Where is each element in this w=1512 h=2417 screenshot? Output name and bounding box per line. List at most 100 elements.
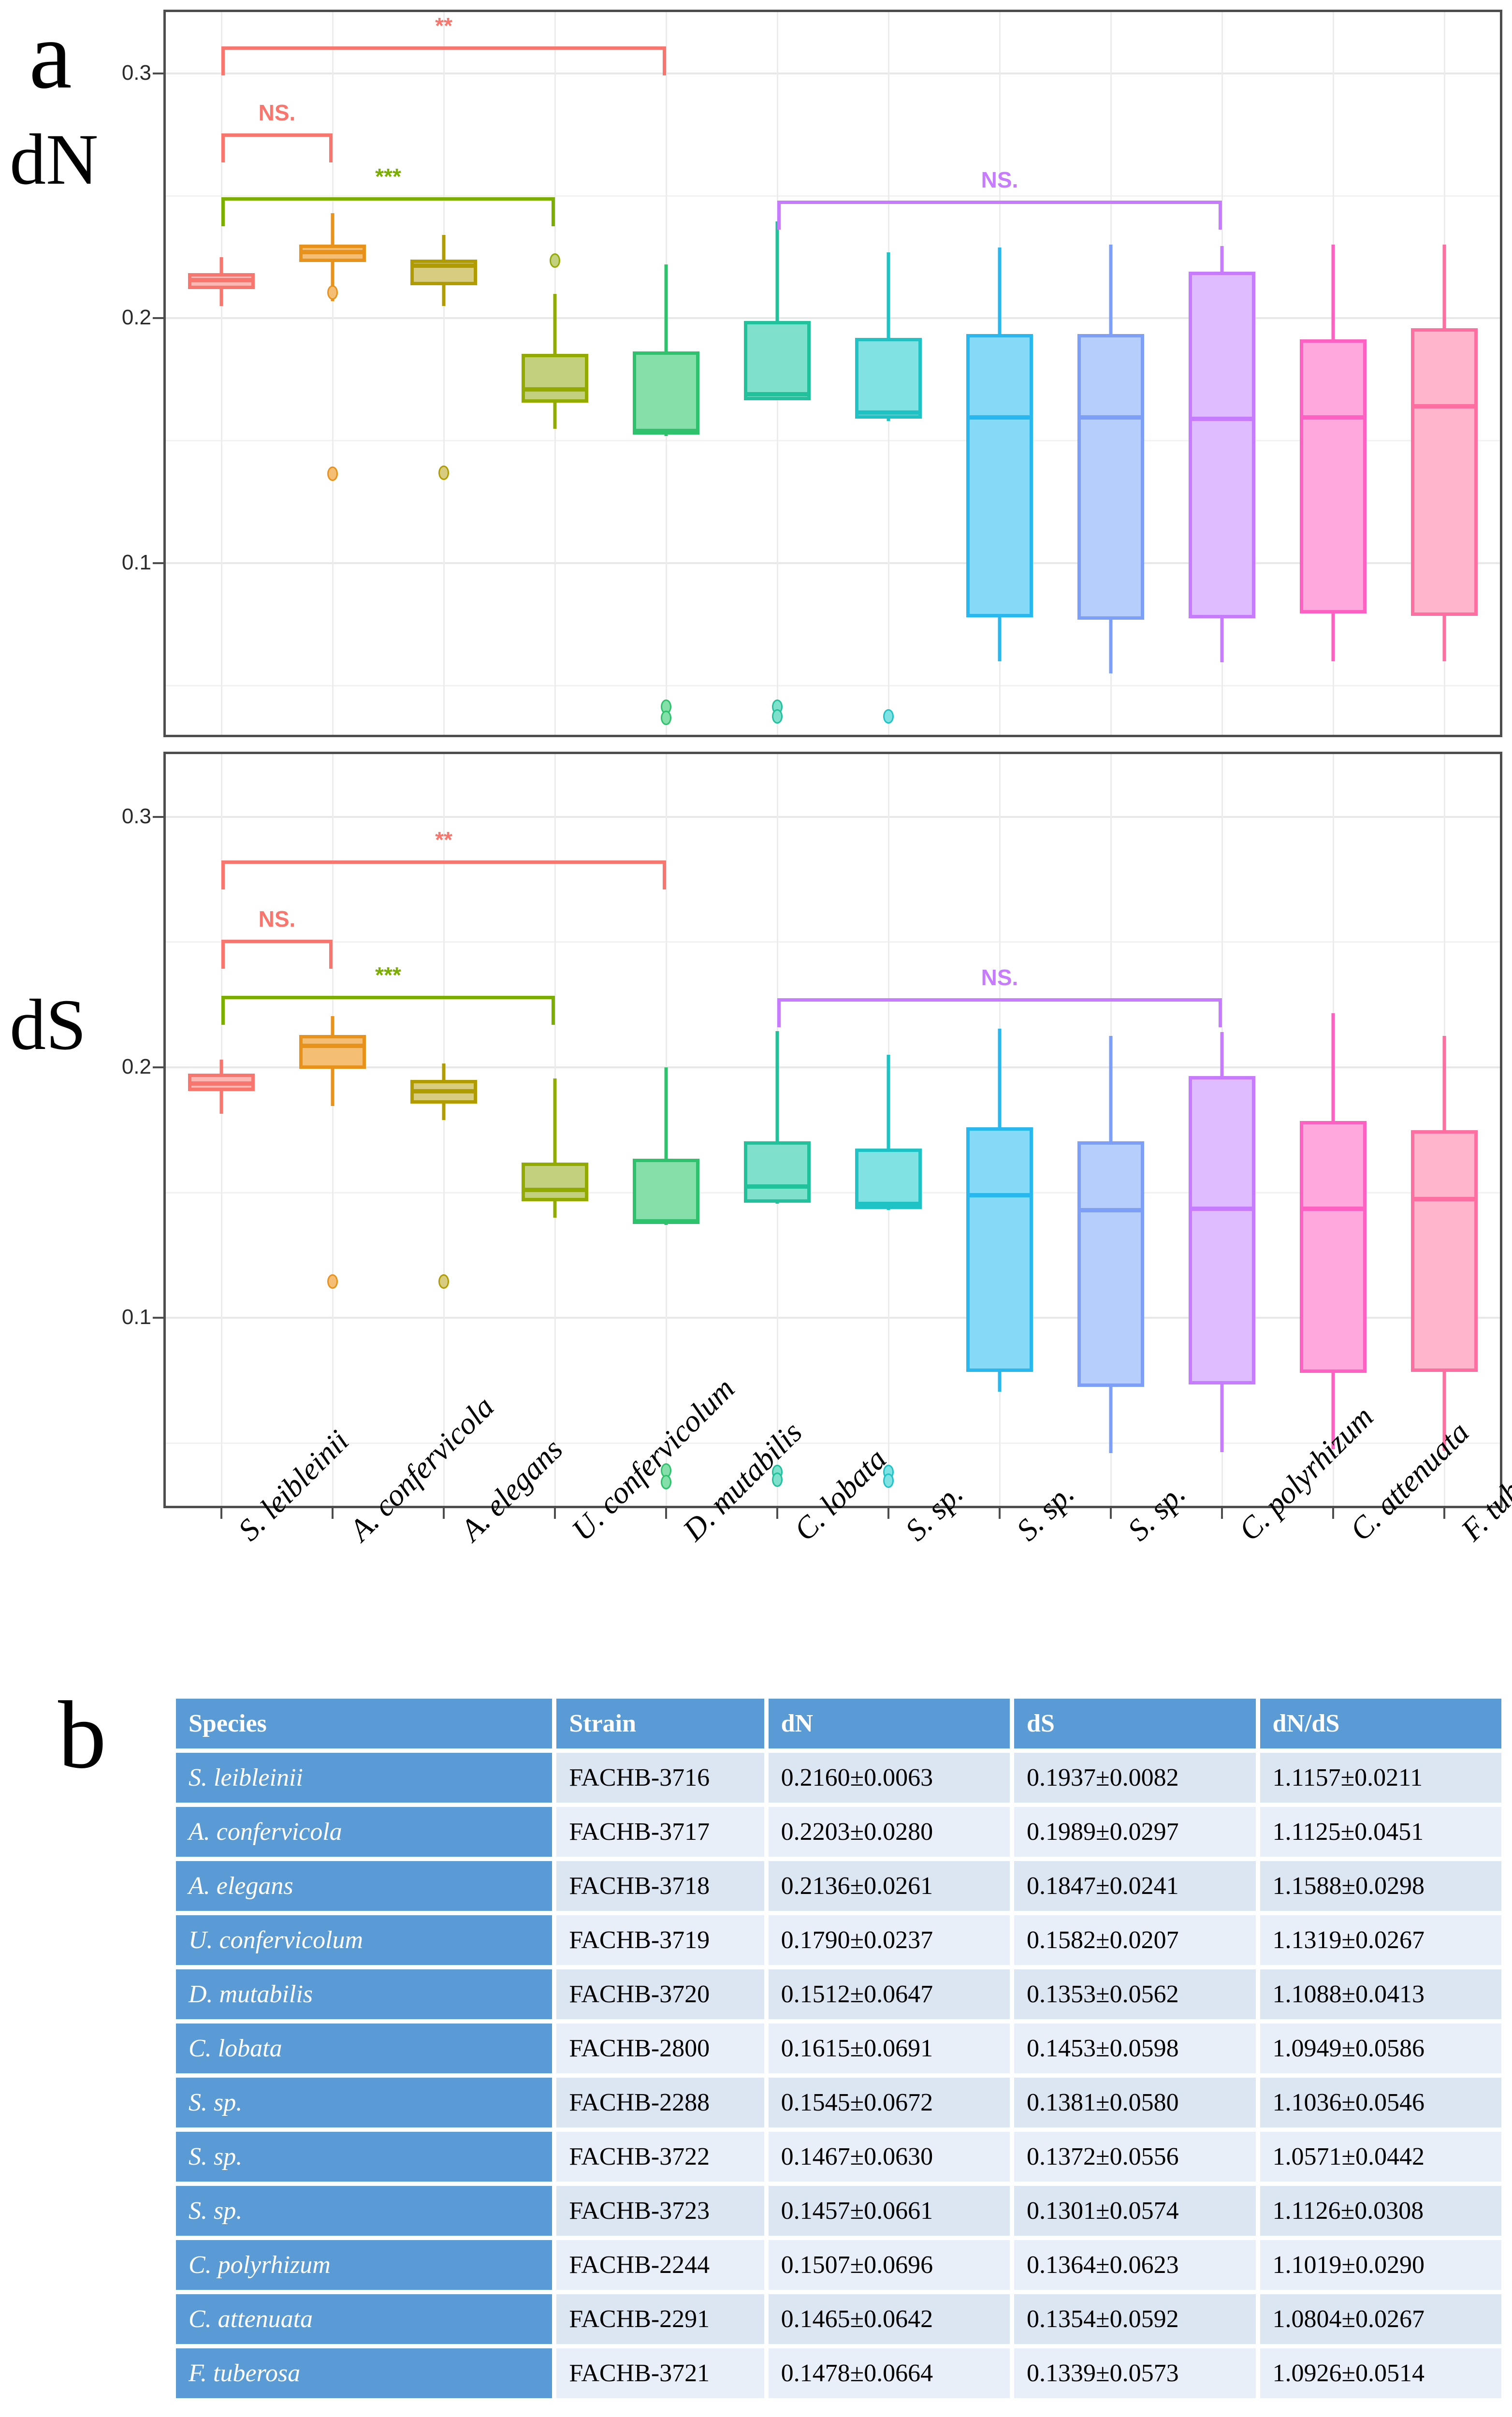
boxplot-median bbox=[966, 1193, 1033, 1197]
y-tick-mark bbox=[153, 815, 163, 818]
cell-ds: 0.1372±0.0556 bbox=[1014, 2132, 1256, 2182]
gridline-minor bbox=[166, 1192, 1500, 1194]
cell-dn: 0.2203±0.0280 bbox=[768, 1807, 1010, 1857]
boxplot-outlier bbox=[327, 1274, 338, 1289]
cell-dnds: 1.0571±0.0442 bbox=[1260, 2132, 1501, 2182]
cell-strain: FACHB-3719 bbox=[556, 1915, 764, 1965]
x-tick-mark bbox=[1110, 1508, 1112, 1519]
dn-ds-table: Species Strain dN dS dN/dS S. leibleinii… bbox=[172, 1694, 1506, 2402]
col-header-dnds: dN/dS bbox=[1260, 1699, 1501, 1748]
boxplot-median bbox=[299, 1044, 366, 1048]
bracket-right-tick bbox=[552, 197, 555, 226]
table-row: C. polyrhizum FACHB-2244 0.1507±0.0696 0.13… bbox=[176, 2240, 1501, 2290]
boxplot-outlier bbox=[883, 1473, 894, 1488]
cell-species: C. lobata bbox=[176, 2024, 552, 2073]
cell-strain: FACHB-2800 bbox=[556, 2024, 764, 2073]
cell-ds: 0.1353±0.0562 bbox=[1014, 1969, 1256, 2019]
bracket-top-line bbox=[221, 133, 333, 137]
cell-dnds: 1.1126±0.0308 bbox=[1260, 2186, 1501, 2236]
col-header-dn: dN bbox=[768, 1699, 1010, 1748]
boxplot-outlier bbox=[327, 285, 338, 300]
significance-label: ** bbox=[435, 827, 452, 853]
boxplot-group bbox=[166, 12, 1500, 735]
boxplot-whisker bbox=[775, 1031, 779, 1204]
bracket-left-tick bbox=[221, 197, 225, 226]
x-axis-tick-label: A. elegans bbox=[453, 1432, 569, 1548]
cell-strain: FACHB-3723 bbox=[556, 2186, 764, 2236]
boxplot-box bbox=[1077, 334, 1144, 620]
boxplot-group bbox=[166, 12, 1500, 735]
cell-species: S. sp. bbox=[176, 2078, 552, 2127]
boxplot-box bbox=[855, 338, 922, 419]
significance-bracket bbox=[221, 860, 666, 890]
table-row: C. lobata FACHB-2800 0.1615±0.0691 0.1453±0… bbox=[176, 2024, 1501, 2073]
significance-label: NS. bbox=[981, 965, 1018, 990]
cell-species: S. sp. bbox=[176, 2186, 552, 2236]
cell-dnds: 1.1036±0.0546 bbox=[1260, 2078, 1501, 2127]
cell-species: A. elegans bbox=[176, 1861, 552, 1911]
bracket-left-tick bbox=[221, 939, 225, 969]
boxplot-box bbox=[966, 334, 1033, 617]
y-tick-mark bbox=[153, 1066, 163, 1068]
bracket-top-line bbox=[221, 939, 333, 943]
cell-dnds: 1.1319±0.0267 bbox=[1260, 1915, 1501, 1965]
table-row: S. sp. FACHB-3722 0.1467±0.0630 0.1372±0.05… bbox=[176, 2132, 1501, 2182]
boxplot-box bbox=[299, 1034, 366, 1069]
boxplot-group bbox=[166, 12, 1500, 735]
boxplot-median bbox=[522, 387, 588, 392]
boxplot-group bbox=[166, 754, 1500, 1506]
x-axis-tick-label: F. tuberosa bbox=[1454, 1426, 1512, 1547]
cell-dnds: 1.0926±0.0514 bbox=[1260, 2348, 1501, 2398]
x-axis-tick-label: S. sp. bbox=[898, 1476, 970, 1547]
panel-label-b: b bbox=[58, 1682, 106, 1789]
table-row: S. leibleinii FACHB-3716 0.2160±0.0063 0.19… bbox=[176, 1753, 1501, 1803]
y-tick-mark bbox=[153, 562, 163, 565]
boxplot-group bbox=[166, 754, 1500, 1506]
cell-ds: 0.1937±0.0082 bbox=[1014, 1753, 1256, 1803]
y-tick-label: 0.3 bbox=[121, 60, 151, 85]
significance-label: NS. bbox=[981, 167, 1018, 193]
y-tick-label: 0.2 bbox=[121, 306, 151, 330]
boxplot-median bbox=[1189, 416, 1255, 421]
bracket-top-line bbox=[221, 197, 555, 201]
boxplot-group bbox=[166, 12, 1500, 735]
bracket-right-tick bbox=[663, 860, 666, 890]
boxplot-box bbox=[1189, 272, 1255, 619]
boxplot-box bbox=[1189, 1076, 1255, 1384]
cell-strain: FACHB-3720 bbox=[556, 1969, 764, 2019]
bracket-right-tick bbox=[329, 939, 333, 969]
cell-species: S. sp. bbox=[176, 2132, 552, 2182]
x-tick-mark bbox=[554, 1508, 556, 1519]
boxplot-group bbox=[166, 754, 1500, 1506]
y-tick-mark bbox=[153, 317, 163, 320]
x-tick-mark bbox=[332, 1508, 334, 1519]
boxplot-box bbox=[1300, 339, 1367, 614]
table-row: F. tuberosa FACHB-3721 0.1478±0.0664 0.1339… bbox=[176, 2348, 1501, 2398]
cell-dn: 0.2136±0.0261 bbox=[768, 1861, 1010, 1911]
vertical-gridline bbox=[220, 754, 222, 1506]
gridline-major bbox=[166, 1317, 1500, 1319]
table-row: A. elegans FACHB-3718 0.2136±0.0261 0.1847±… bbox=[176, 1861, 1501, 1911]
gridline-major bbox=[166, 317, 1500, 320]
boxplot-box bbox=[1300, 1121, 1367, 1373]
bracket-top-line bbox=[221, 996, 555, 1000]
cell-dnds: 1.1019±0.0290 bbox=[1260, 2240, 1501, 2290]
bracket-left-tick bbox=[221, 46, 225, 75]
boxplot-group bbox=[166, 12, 1500, 735]
x-axis-tick-label: D. mutabilis bbox=[676, 1415, 809, 1548]
boxplot-median bbox=[855, 1201, 922, 1206]
cell-dn: 0.1790±0.0237 bbox=[768, 1915, 1010, 1965]
boxplot-outlier bbox=[438, 1274, 449, 1289]
boxplot-box bbox=[633, 1159, 699, 1224]
boxplot-outlier bbox=[883, 709, 894, 724]
gridline-major bbox=[166, 815, 1500, 818]
boxplot-box bbox=[1411, 1130, 1478, 1372]
gridline-minor bbox=[166, 685, 1500, 687]
cell-strain: FACHB-3721 bbox=[556, 2348, 764, 2398]
cell-strain: FACHB-3717 bbox=[556, 1807, 764, 1857]
significance-label: *** bbox=[375, 962, 401, 988]
table-row: D. mutabilis FACHB-3720 0.1512±0.0647 0.135… bbox=[176, 1969, 1501, 2019]
bracket-left-tick bbox=[777, 201, 781, 230]
x-axis-tick-label: S. sp. bbox=[1009, 1476, 1081, 1547]
y-tick-label: 0.1 bbox=[121, 551, 151, 575]
